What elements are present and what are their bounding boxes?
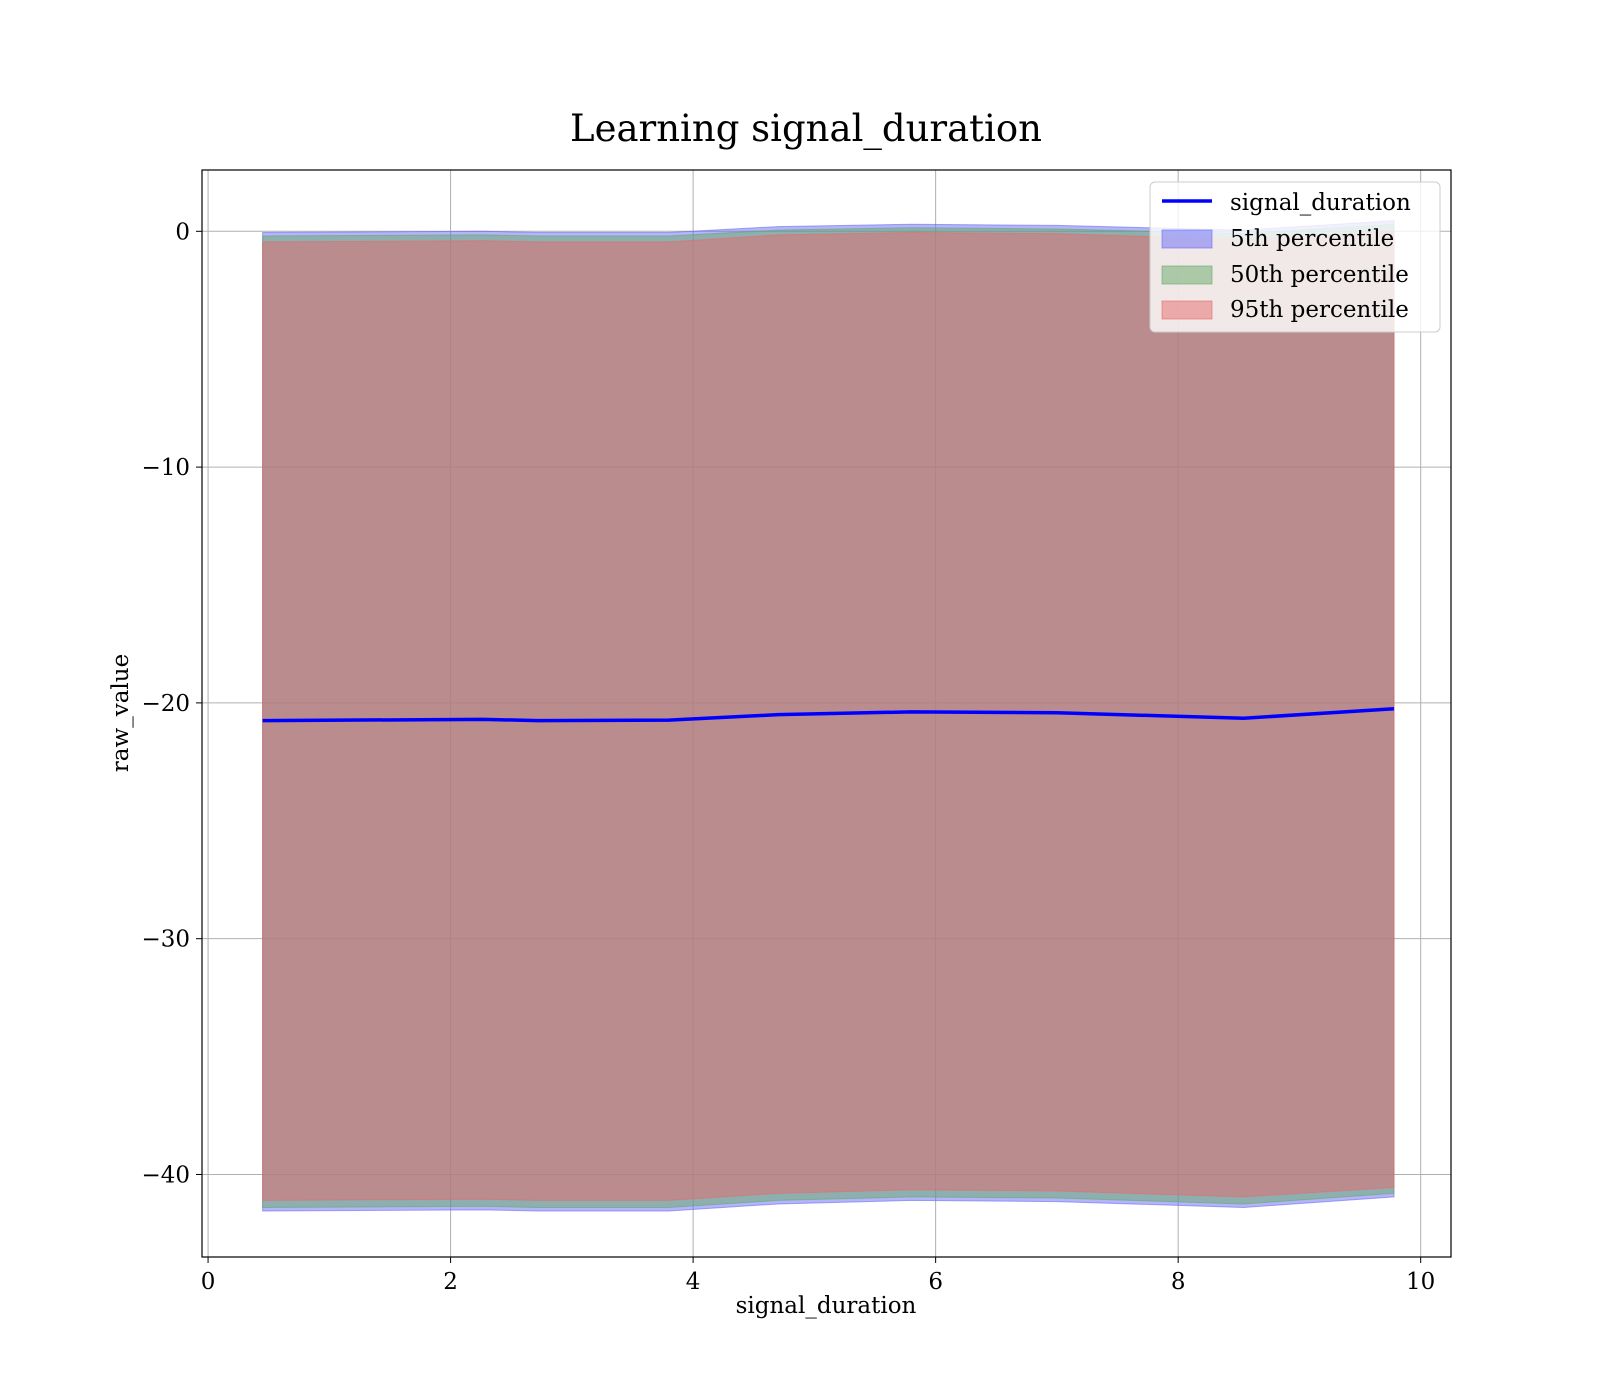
x-tick-label: 8 [1171,1269,1186,1295]
legend-swatch-50th [1161,265,1213,285]
y-ticks: 0 −10 −20 −30 −40 [141,219,202,1188]
y-tick-label: 0 [175,219,190,245]
y-tick-label: −10 [141,455,190,481]
y-tick-label: −40 [141,1162,190,1188]
x-tick-label: 0 [201,1269,216,1295]
legend-label-line: signal_duration [1230,190,1411,216]
x-ticks: 0 2 4 6 8 10 [201,1257,1435,1295]
x-tick-label: 4 [686,1269,701,1295]
x-tick-label: 2 [443,1269,458,1295]
chart-title: Learning signal_duration [570,107,1042,151]
x-tick-label: 6 [928,1269,943,1295]
legend-box [1149,181,1441,333]
y-tick-label: −30 [141,927,190,953]
legend: signal_duration 5th percentile 50th perc… [1149,181,1441,333]
band-95th [262,230,1395,1201]
series-line-signal-duration [262,707,1395,723]
legend-label-5th: 5th percentile [1230,226,1394,252]
legend-swatch-5th [1161,229,1213,249]
legend-swatch-95th [1161,300,1213,320]
y-tick-label: −20 [141,691,190,717]
y-axis-label: raw_value [108,654,134,772]
legend-label-95th: 95th percentile [1230,297,1409,323]
series-line-group [262,707,1395,723]
bands [262,220,1395,1212]
legend-label-50th: 50th percentile [1230,262,1409,288]
x-axis-label: signal_duration [736,1293,917,1319]
x-tick-label: 10 [1406,1269,1435,1295]
plot-frame [201,169,1452,1258]
